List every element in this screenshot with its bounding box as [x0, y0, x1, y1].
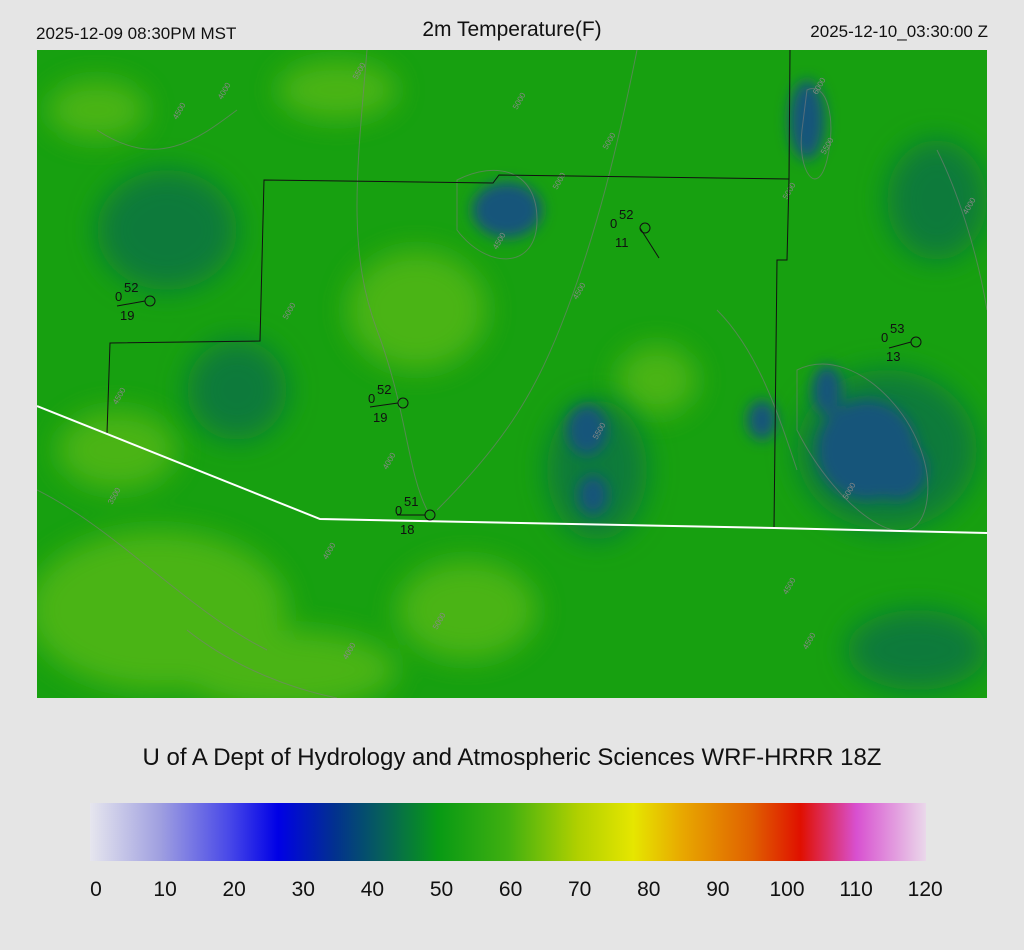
wind-barb	[116, 300, 146, 307]
station-visibility: 0	[610, 216, 617, 231]
terrain-contours	[37, 50, 987, 698]
wind-barb	[369, 402, 399, 408]
colorbar-tick-label: 20	[222, 878, 246, 901]
station-visibility: 0	[395, 503, 402, 518]
station-plots: 52 0 19 52 0 11 53 0 13 52 0 19 51 0 18	[115, 207, 922, 537]
colorbar-tick-label: 30	[291, 878, 315, 901]
temperature-map: 5500400045005000500045005000600055004000…	[37, 50, 987, 698]
station-visibility: 0	[881, 330, 888, 345]
colorbar-tick-label: 120	[907, 878, 943, 901]
temperature-colorbar	[90, 803, 926, 861]
warm-regions	[37, 60, 697, 698]
station-dewpoint: 13	[886, 349, 900, 364]
wind-barb	[888, 341, 912, 349]
border-line	[37, 405, 987, 534]
station-dewpoint: 19	[120, 308, 134, 323]
colorbar-tick-label: 80	[637, 878, 661, 901]
local-valid-time: 2025-12-09 08:30PM MST	[36, 24, 237, 43]
station-dewpoint: 11	[615, 235, 629, 250]
colorbar-tick-label: 90	[706, 878, 730, 901]
station-temperature: 52	[619, 207, 633, 222]
cold-regions	[472, 80, 927, 515]
colorbar-tick-label: 0	[90, 878, 102, 901]
station-plot[interactable]: 51 0 18	[395, 494, 436, 537]
station-temperature: 52	[377, 382, 391, 397]
colorbar-tick-label: 10	[153, 878, 177, 901]
colorbar-tick-label: 110	[839, 878, 873, 901]
station-dewpoint: 18	[400, 522, 414, 537]
county-boundaries	[106, 50, 791, 529]
station-plot[interactable]: 52 0 19	[368, 382, 409, 425]
station-visibility: 0	[368, 391, 375, 406]
station-visibility: 0	[115, 289, 122, 304]
colorbar-gradient	[90, 803, 926, 861]
colorbar-tick-label: 50	[429, 878, 454, 901]
wind-barb	[639, 227, 660, 259]
colorbar-tick-label: 40	[360, 878, 385, 901]
station-temperature: 51	[404, 494, 418, 509]
station-temperature: 52	[124, 280, 138, 295]
station-temperature: 53	[890, 321, 904, 336]
utc-valid-time: 2025-12-10_03:30:00 Z	[810, 22, 988, 41]
map-title: 2m Temperature(F)	[422, 18, 602, 41]
colorbar-tick-label: 100	[769, 878, 805, 901]
station-plot[interactable]: 52 0 11	[610, 207, 660, 259]
station-plot[interactable]: 52 0 19	[115, 280, 156, 323]
station-dewpoint: 19	[373, 410, 387, 425]
colorbar-tick-label: 70	[568, 878, 592, 901]
colorbar-tick-label: 60	[498, 878, 523, 901]
station-plot[interactable]: 53 0 13	[881, 321, 922, 364]
credit-line: U of A Dept of Hydrology and Atmospheric…	[142, 744, 882, 771]
